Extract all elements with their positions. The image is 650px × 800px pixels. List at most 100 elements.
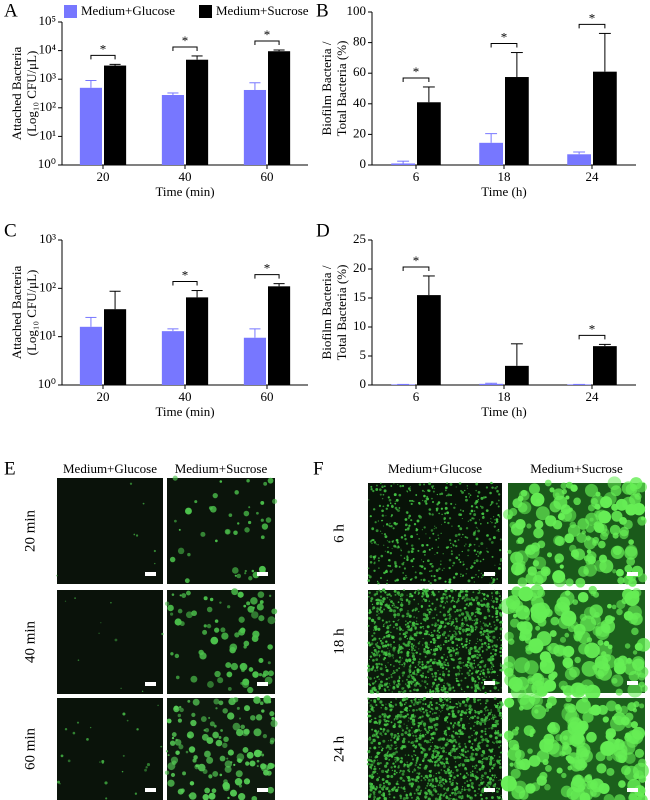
- bacteria-cluster: [368, 683, 371, 686]
- bacteria-cluster: [619, 705, 629, 715]
- bacteria-cluster: [366, 762, 370, 766]
- bacteria-cluster: [404, 731, 408, 735]
- bacteria-cluster: [72, 731, 76, 735]
- bacteria-cluster: [406, 761, 408, 763]
- bacteria-cluster: [431, 617, 434, 619]
- bacteria-cluster: [419, 684, 422, 687]
- bacteria-cluster: [466, 758, 470, 763]
- bacteria-cluster: [487, 608, 490, 611]
- bacteria-cluster: [538, 604, 546, 612]
- bacteria-cluster: [487, 714, 490, 717]
- bacteria-cluster: [376, 675, 379, 679]
- bacteria-cluster: [170, 612, 174, 616]
- bacteria-cluster: [424, 795, 428, 799]
- bacteria-cluster: [182, 771, 187, 776]
- bacteria-cluster: [455, 617, 458, 621]
- bacteria-cluster: [437, 764, 440, 767]
- bacteria-cluster: [455, 677, 458, 680]
- bacteria-cluster: [370, 488, 373, 491]
- bacteria-cluster: [461, 517, 463, 520]
- bacteria-cluster: [474, 680, 477, 682]
- bacteria-cluster: [375, 654, 378, 657]
- significance-bracket: [578, 23, 606, 29]
- bacteria-cluster: [471, 716, 475, 720]
- bacteria-cluster: [519, 621, 533, 635]
- bacteria-cluster: [473, 581, 475, 583]
- bacteria-cluster: [395, 750, 398, 754]
- bacteria-cluster: [457, 701, 460, 703]
- bacteria-cluster: [389, 643, 392, 646]
- bacteria-cluster: [378, 751, 381, 754]
- bacteria-cluster: [372, 508, 376, 511]
- bacteria-cluster: [475, 609, 477, 611]
- bacteria-cluster: [429, 741, 431, 743]
- bacteria-cluster: [435, 712, 438, 714]
- bacteria-cluster: [413, 648, 415, 650]
- bacteria-cluster: [371, 773, 374, 776]
- bacteria-cluster: [421, 747, 425, 751]
- bacteria-cluster: [368, 702, 370, 704]
- bacteria-cluster: [233, 530, 238, 535]
- bacteria-cluster: [382, 588, 386, 592]
- bacteria-cluster: [392, 724, 396, 729]
- bacteria-cluster: [411, 771, 414, 773]
- bacteria-cluster: [470, 630, 473, 634]
- bacteria-cluster: [496, 590, 499, 593]
- bacteria-cluster: [434, 756, 437, 759]
- bacteria-cluster: [409, 689, 412, 693]
- bacteria-cluster: [438, 797, 442, 800]
- bacteria-cluster: [468, 652, 472, 655]
- bacteria-cluster: [485, 710, 487, 712]
- bacteria-cluster: [209, 721, 215, 727]
- bacteria-cluster: [403, 687, 405, 689]
- bacteria-cluster: [420, 698, 422, 701]
- bacteria-cluster: [392, 569, 394, 571]
- bacteria-cluster: [444, 625, 447, 628]
- bacteria-cluster: [412, 621, 416, 625]
- bacteria-cluster: [413, 754, 415, 756]
- bacteria-cluster: [466, 780, 469, 783]
- bacteria-cluster: [174, 618, 182, 626]
- bacteria-cluster: [519, 695, 535, 710]
- bacteria-cluster: [491, 716, 495, 719]
- error-bar: [191, 55, 203, 60]
- bacteria-cluster: [410, 796, 413, 799]
- bacteria-cluster: [443, 793, 446, 795]
- bacteria-cluster: [534, 519, 544, 529]
- bacteria-cluster: [395, 646, 397, 649]
- bacteria-cluster: [230, 662, 239, 671]
- bacteria-cluster: [212, 492, 218, 499]
- bacteria-cluster: [445, 792, 447, 794]
- bacteria-cluster: [484, 733, 487, 736]
- bacteria-cluster: [387, 750, 390, 753]
- bacteria-cluster: [461, 622, 464, 625]
- bacteria-cluster: [414, 679, 417, 682]
- bacteria-cluster: [248, 667, 254, 672]
- bacteria-cluster: [400, 603, 404, 607]
- bacteria-cluster: [373, 793, 376, 796]
- bacteria-cluster: [215, 539, 218, 543]
- bacteria-cluster: [469, 708, 473, 712]
- bacteria-cluster: [470, 672, 473, 675]
- bacteria-cluster: [239, 717, 242, 720]
- bacteria-cluster: [461, 597, 464, 600]
- bacteria-cluster: [499, 563, 501, 565]
- bacteria-cluster: [381, 619, 384, 622]
- bacteria-cluster: [490, 639, 494, 643]
- bacteria-cluster: [450, 754, 452, 757]
- bacteria-cluster: [206, 623, 212, 629]
- bacteria-cluster: [221, 632, 229, 640]
- bacteria-cluster: [434, 727, 438, 731]
- bacteria-cluster: [452, 565, 454, 567]
- bacteria-cluster: [421, 559, 423, 561]
- bacteria-cluster: [208, 774, 213, 779]
- bacteria-cluster: [440, 704, 443, 707]
- bacteria-cluster: [469, 718, 471, 720]
- bacteria-cluster: [417, 797, 420, 800]
- bar: [243, 89, 266, 165]
- bacteria-cluster: [413, 792, 416, 795]
- bacteria-cluster: [370, 599, 373, 603]
- bacteria-cluster: [429, 701, 433, 704]
- bacteria-cluster: [480, 793, 483, 795]
- bacteria-cluster: [575, 577, 586, 588]
